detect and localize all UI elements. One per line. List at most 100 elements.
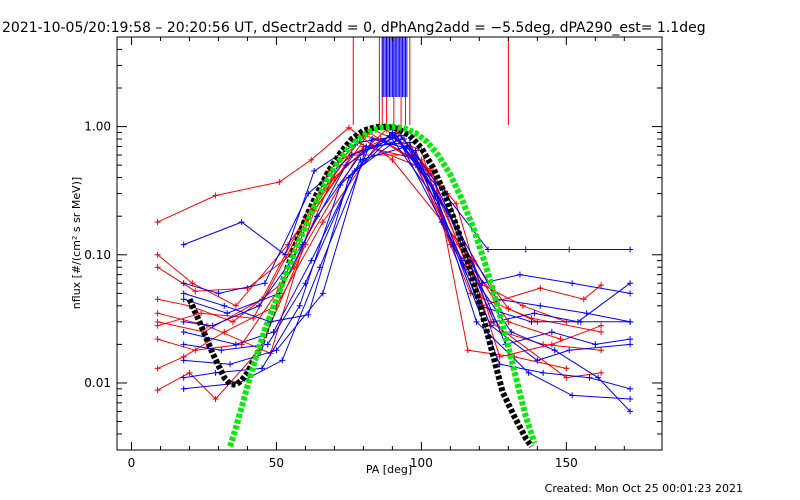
x-axis-ticks: 0 50 100 150 <box>128 37 625 470</box>
data-series <box>154 129 605 357</box>
x-tick-label: 150 <box>555 456 578 470</box>
data-point <box>522 246 529 253</box>
x-tick-label: 0 <box>128 456 136 470</box>
data-point <box>406 139 413 146</box>
data-point <box>331 174 338 181</box>
data-point <box>264 341 271 348</box>
x-tick-label: 100 <box>410 456 433 470</box>
data-point <box>595 374 602 381</box>
data-point <box>392 130 399 137</box>
data-point <box>180 328 187 335</box>
y-tick-label: 0.10 <box>84 248 111 262</box>
data-series <box>180 132 634 258</box>
data-point <box>569 280 576 287</box>
data-point <box>198 310 205 317</box>
data-point <box>525 369 532 376</box>
data-point <box>369 136 376 143</box>
data-point <box>186 369 193 376</box>
data-point <box>566 246 573 253</box>
data-point <box>487 322 494 329</box>
data-point <box>627 280 634 287</box>
data-point <box>345 124 352 131</box>
data-point <box>180 374 187 381</box>
data-point <box>496 353 503 360</box>
data-point <box>305 311 312 318</box>
data-point <box>154 251 161 258</box>
data-point <box>154 322 161 329</box>
creation-timestamp: Created: Mon Oct 25 00:01:23 2021 <box>545 482 743 495</box>
data-point <box>363 143 370 150</box>
data-point <box>319 219 326 226</box>
data-point <box>273 347 280 354</box>
data-point <box>154 387 161 394</box>
data-series <box>154 136 570 372</box>
data-point <box>627 290 634 297</box>
data-point <box>627 318 634 325</box>
data-point <box>180 241 187 248</box>
data-series <box>180 129 634 402</box>
data-point <box>299 241 306 248</box>
data-point <box>389 129 396 136</box>
data-point <box>519 302 526 309</box>
fit-curve <box>227 123 538 448</box>
data-point <box>348 152 355 159</box>
data-point <box>598 322 605 329</box>
data-point <box>453 200 460 207</box>
data-point <box>192 288 199 295</box>
data-point <box>212 369 219 376</box>
data-point <box>586 374 593 381</box>
data-point <box>154 365 161 372</box>
series-line <box>157 131 602 355</box>
data-point <box>537 285 544 292</box>
data-point <box>180 341 187 348</box>
data-point <box>528 318 535 325</box>
data-series <box>154 152 605 335</box>
data-point <box>261 280 268 287</box>
data-point <box>180 296 187 303</box>
data-point <box>256 302 263 309</box>
fit-curve <box>186 123 534 449</box>
data-point <box>221 302 228 309</box>
data-point <box>598 282 605 289</box>
x-axis-label: PA [deg] <box>366 463 412 476</box>
data-point <box>598 347 605 354</box>
data-point <box>505 318 512 325</box>
data-point <box>490 318 497 325</box>
data-point <box>551 347 558 354</box>
data-point <box>229 318 236 325</box>
data-point <box>458 257 465 264</box>
data-point <box>627 341 634 348</box>
data-point <box>244 285 251 292</box>
data-point <box>627 246 634 253</box>
data-point <box>311 168 318 175</box>
data-point <box>180 280 187 287</box>
x-tick-label: 50 <box>269 456 284 470</box>
series-line <box>157 128 602 358</box>
data-point <box>531 310 538 317</box>
data-point <box>563 365 570 372</box>
data-point <box>627 408 634 415</box>
data-series <box>180 139 634 392</box>
data-point <box>534 357 541 364</box>
data-point <box>343 162 350 169</box>
data-point <box>154 219 161 226</box>
data-point <box>224 310 231 317</box>
data-point <box>319 290 326 297</box>
data-point <box>580 296 587 303</box>
data-point <box>569 392 576 399</box>
data-point <box>232 341 239 348</box>
data-point <box>473 318 480 325</box>
data-point <box>627 336 634 343</box>
data-point <box>227 361 234 368</box>
series-line <box>183 137 631 294</box>
y-axis-ticks: 0.01 0.10 1.00 <box>84 36 662 451</box>
data-series <box>180 143 634 348</box>
data-point <box>154 336 161 343</box>
data-point <box>296 302 303 309</box>
data-point <box>548 341 555 348</box>
plot-frame <box>116 36 663 451</box>
data-point <box>180 385 187 392</box>
data-point <box>279 357 286 364</box>
data-point <box>598 328 605 335</box>
data-point <box>345 174 352 181</box>
